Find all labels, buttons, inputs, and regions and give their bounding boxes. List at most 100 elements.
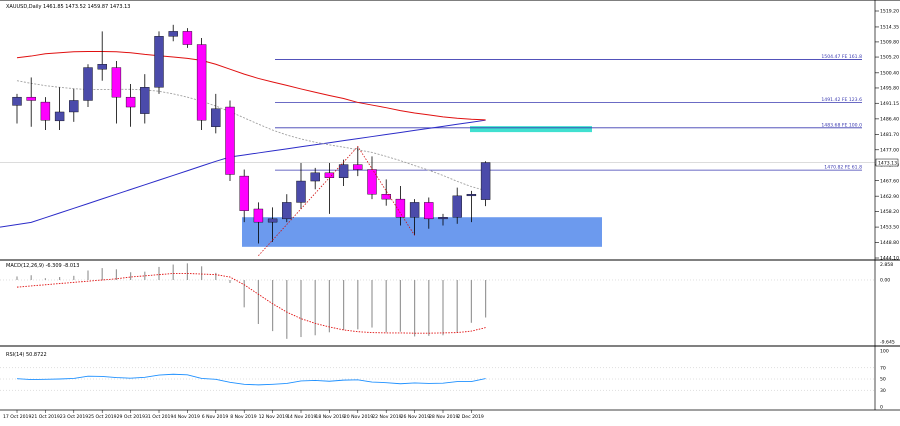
candle-bull	[409, 202, 420, 218]
y-tick-label: 1458.20	[880, 209, 899, 215]
macd-layer	[0, 263, 875, 339]
last-price-label: 1473.13	[878, 160, 897, 166]
axes-layer: 1519.20 1514.35 1509.80 1505.20 1500.40 1495.…	[3, 9, 899, 420]
y-tick-label: 1519.20	[880, 9, 899, 15]
macd-tick-label: 2.858	[880, 262, 893, 268]
target-zone	[470, 126, 592, 133]
ma-slow-line	[0, 119, 486, 228]
x-tick-label: 23 Oct 2019	[60, 414, 88, 420]
candle-bull	[296, 180, 306, 203]
x-tick-label: 14 Nov 2019	[287, 414, 316, 420]
rsi-tick-label: 0	[880, 405, 883, 411]
candle-bull	[69, 100, 79, 113]
fibo-label: 1504.47 FE 161.8	[821, 54, 862, 60]
y-tick-label: 1495.80	[880, 86, 899, 92]
candle-bear	[239, 175, 249, 211]
candle-bull	[438, 217, 448, 220]
candle-bull	[452, 195, 462, 218]
rsi-tick-label: 30	[880, 388, 886, 394]
support-zone	[242, 217, 602, 247]
x-tick-label: 28 Nov 2019	[429, 414, 458, 420]
rsi-tick-label: 50	[880, 377, 886, 383]
candle-bull	[466, 193, 477, 197]
candle-bull	[140, 87, 150, 114]
main-title: XAUUSD,Daily 1461.85 1473.52 1459.87 147…	[6, 4, 131, 10]
macd-tick-label: -9.645	[880, 340, 895, 346]
fibo-label: 1470.82 FE 61.8	[824, 165, 862, 171]
y-tick-label: 1477.00	[880, 147, 899, 153]
x-tick-label: 29 Oct 2019	[117, 414, 145, 420]
candle-bear	[395, 198, 406, 218]
candles-layer	[12, 24, 491, 244]
x-tick-label: 21 Oct 2019	[31, 414, 59, 420]
candle-bear	[225, 106, 235, 175]
x-tick-label: 26 Nov 2019	[401, 414, 430, 420]
candle-bull	[83, 67, 93, 101]
candle-bear	[111, 67, 122, 98]
x-tick-label: 20 Nov 2019	[344, 414, 373, 420]
candle-bear	[353, 164, 363, 170]
y-tick-label: 1486.40	[880, 116, 899, 122]
ma-red-line	[16, 50, 486, 121]
candle-bull	[211, 108, 221, 127]
rsi-title: RSI(14) 50.8722	[6, 352, 47, 358]
candle-bear	[26, 96, 36, 101]
frame-layer	[0, 0, 900, 411]
x-tick-label: 4 Nov 2019	[173, 414, 200, 420]
candle-bull	[97, 64, 107, 70]
zigzag-line	[258, 145, 415, 256]
candle-bear	[196, 44, 207, 121]
zigzag-layer	[258, 145, 415, 256]
y-tick-label: 1444.10	[880, 256, 899, 262]
rsi-line	[16, 373, 486, 386]
macd-title: MACD(12,26,9) -6.309 -8.013	[6, 263, 79, 269]
x-tick-label: 18 Nov 2019	[315, 414, 344, 420]
zones-layer	[242, 126, 602, 247]
last-price-box	[875, 158, 899, 167]
candle-bear	[381, 193, 391, 200]
candle-bull	[267, 218, 278, 223]
y-tick-label: 1453.50	[880, 225, 899, 231]
candle-bear	[40, 101, 51, 121]
x-tick-label: 25 Oct 2019	[88, 414, 116, 420]
x-tick-label: 12 Nov 2019	[259, 414, 288, 420]
ma-gray-line	[16, 80, 486, 192]
rsi-tick-label: 70	[880, 365, 886, 371]
fibo-label: 1483.68 FE 100.0	[821, 122, 862, 128]
y-tick-label: 1448.80	[880, 240, 899, 246]
candle-bear	[424, 202, 434, 220]
candle-bear	[125, 96, 136, 108]
moving-averages-layer	[0, 50, 486, 228]
y-tick-label: 1514.35	[880, 25, 899, 31]
x-tick-label: 31 Oct 2019	[145, 414, 173, 420]
y-tick-label: 1491.15	[880, 101, 899, 107]
y-tick-label: 1462.90	[880, 194, 899, 200]
y-tick-label: 1481.70	[880, 132, 899, 138]
y-tick-label: 1500.40	[880, 70, 899, 76]
candle-bear	[253, 208, 264, 223]
candle-bull	[154, 36, 164, 88]
candle-bull	[54, 111, 65, 122]
fibo-layer: 1504.47 FE 161.8 1491.42 FE 123.6 1483.68 …	[0, 54, 875, 171]
x-tick-label: 22 Nov 2019	[372, 414, 401, 420]
y-tick-label: 1467.60	[880, 178, 899, 184]
candle-bear	[182, 31, 193, 45]
y-tick-label: 1509.80	[880, 40, 899, 46]
candle-bear	[324, 172, 335, 178]
candle-bull	[168, 31, 178, 37]
x-tick-label: 6 Nov 2019	[202, 414, 229, 420]
x-tick-label: 2 Dec 2019	[457, 414, 484, 420]
candle-bull	[282, 202, 292, 220]
fibo-label: 1491.42 FE 123.6	[821, 97, 862, 103]
rsi-tick-label: 100	[880, 349, 889, 355]
candle-bull	[338, 164, 349, 178]
rsi-layer	[0, 367, 875, 391]
x-tick-label: 17 Oct 2019	[3, 414, 31, 420]
candle-bull	[12, 96, 22, 106]
candle-bull	[480, 162, 491, 200]
macd-signal-line	[16, 273, 486, 334]
y-tick-label: 1505.20	[880, 55, 899, 61]
